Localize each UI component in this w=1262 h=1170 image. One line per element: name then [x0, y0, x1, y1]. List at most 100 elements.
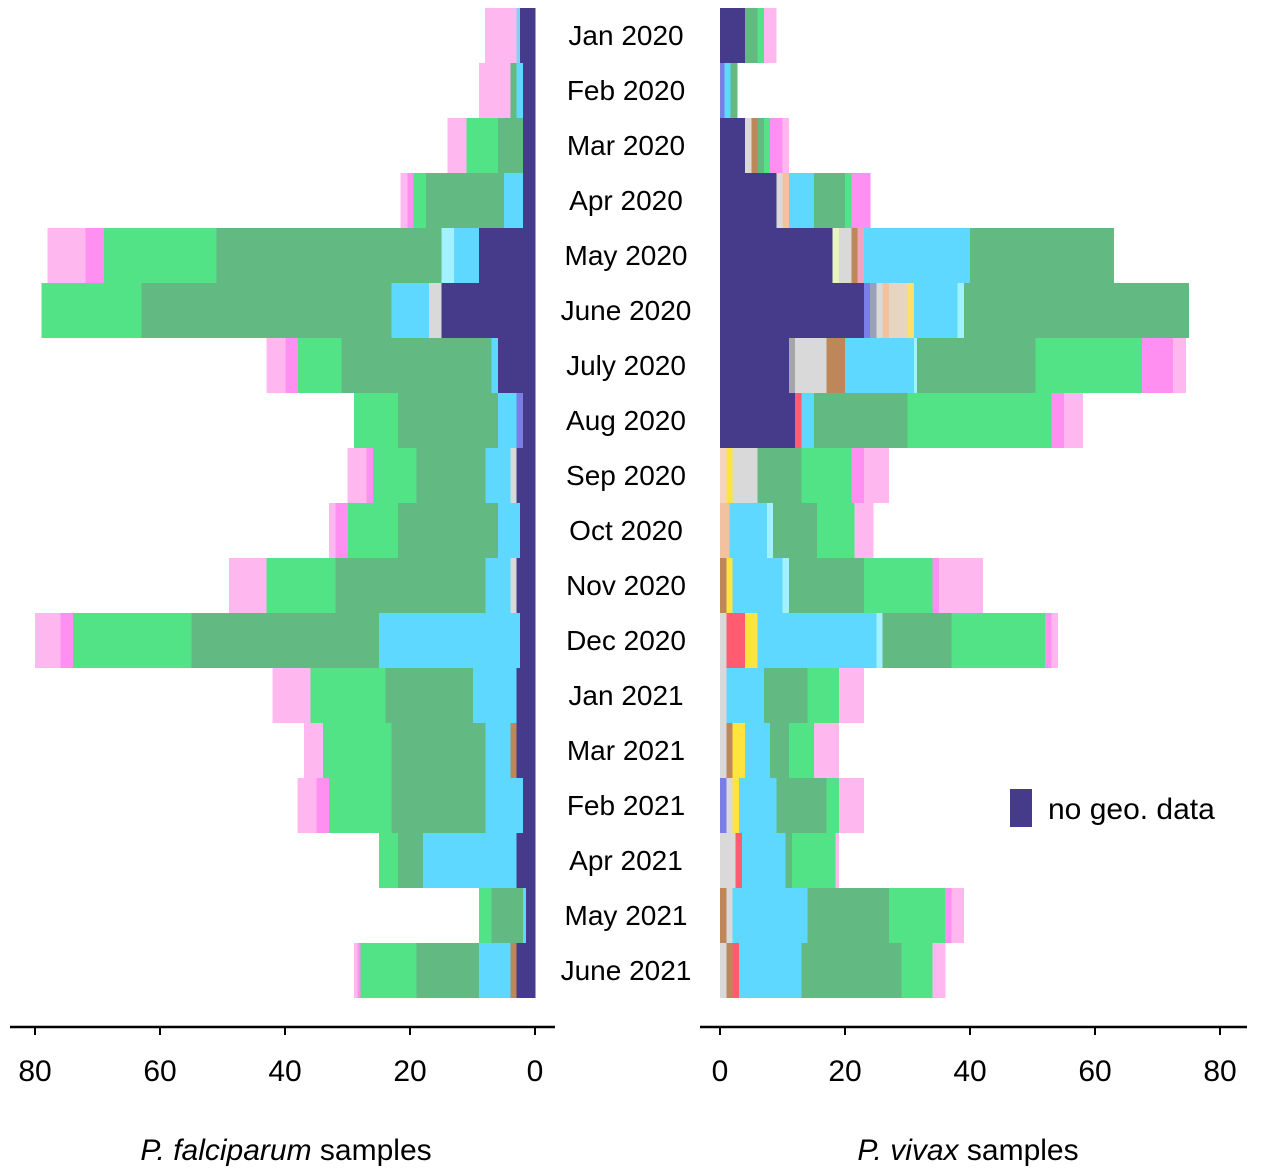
falciparum-bar-apr-2020-seg-0: [522, 173, 536, 228]
vivax-bar-feb-2020-seg-1: [724, 63, 732, 118]
falciparum-bar-feb-2020-seg-3: [478, 63, 511, 118]
vivax-bar-apr-2021-seg-3: [785, 833, 793, 888]
falciparum-bar-june-2021-seg-2: [478, 943, 511, 998]
vivax-bar-apr-2021-seg-4: [791, 833, 837, 888]
falciparum-bar-oct-2020-seg-0: [519, 503, 536, 558]
falciparum-bar-sep-2020-seg-3: [416, 448, 486, 503]
falciparum-bar-oct-2020-seg-2: [397, 503, 498, 558]
vivax-bar-june-2020-seg-6: [907, 283, 915, 338]
vivax-bar-may-2020-seg-3: [851, 228, 858, 283]
vivax-bar-apr-2021-seg-5: [835, 833, 840, 888]
vivax-bar-sep-2020-seg-1: [726, 448, 733, 503]
vivax-bar-june-2021-seg-3: [738, 943, 802, 998]
falciparum-bar-jan-2021-seg-4: [272, 668, 311, 723]
vivax-bar-june-2021-seg-4: [801, 943, 902, 998]
vivax-bar-nov-2020-seg-2: [732, 558, 783, 613]
falciparum-bar-may-2020-seg-5: [85, 228, 105, 283]
falciparum-bar-nov-2020-seg-1: [510, 558, 517, 613]
vivax-bar-sep-2020-seg-0: [720, 448, 727, 503]
falciparum-bar-may-2021-seg-0: [525, 888, 536, 943]
falciparum-bar-nov-2020-seg-2: [485, 558, 511, 613]
vivax-bar-jan-2021-seg-3: [807, 668, 840, 723]
vivax-bar-mar-2021-seg-3: [745, 723, 771, 778]
falciparum-bar-apr-2021-seg-2: [397, 833, 423, 888]
legend-swatch: [1010, 789, 1032, 827]
falciparum-bar-aug-2020-seg-0: [522, 393, 536, 448]
vivax-bar-feb-2021-seg-4: [776, 778, 827, 833]
vivax-bar-nov-2020-seg-6: [932, 558, 940, 613]
falciparum-bar-july-2020-seg-5: [266, 338, 286, 393]
falciparum-bar-may-2020-seg-4: [103, 228, 217, 283]
vivax-bar-feb-2021-seg-6: [838, 778, 865, 833]
falciparum-bar-june-2021-seg-3: [416, 943, 480, 998]
vivax-axis-title: P. vivax samples: [857, 1134, 1078, 1167]
falciparum-bar-dec-2020-seg-1: [378, 613, 520, 668]
vivax-bar-may-2021-seg-6: [951, 888, 965, 943]
vivax-bar-may-2021-seg-4: [888, 888, 946, 943]
vivax-bar-june-2021-seg-0: [720, 943, 727, 998]
falciparum-bar-june-2020-seg-3: [141, 283, 392, 338]
vivax-bar-mar-2021-seg-5: [788, 723, 815, 778]
falciparum-bar-jan-2021-seg-0: [516, 668, 536, 723]
falciparum-bar-nov-2020-seg-3: [335, 558, 486, 613]
falciparum-bar-sep-2020-seg-4: [372, 448, 417, 503]
vivax-bar-jan-2020-seg-3: [763, 8, 777, 63]
falciparum-bar-feb-2021-seg-3: [328, 778, 392, 833]
falciparum-bar-june-2020-seg-2: [391, 283, 430, 338]
month-label-may-2021: May 2021: [565, 900, 688, 931]
falciparum-bar-apr-2020-seg-2: [425, 173, 505, 228]
vivax-bar-may-2020-seg-6: [970, 228, 1115, 283]
vivax-bar-june-2021-seg-1: [726, 943, 733, 998]
falciparum-tick-label-80: 80: [18, 1055, 51, 1088]
vivax-bar-sep-2020-seg-4: [801, 448, 852, 503]
vivax-tick-label-0: 0: [712, 1055, 729, 1088]
vivax-bar-dec-2020-seg-2: [745, 613, 758, 668]
vivax-bar-dec-2020-seg-8: [1051, 613, 1058, 668]
month-label-apr-2021: Apr 2021: [569, 845, 683, 876]
vivax-bar-june-2020-seg-0: [720, 283, 865, 338]
falciparum-bar-jan-2021-seg-3: [310, 668, 386, 723]
vivax-bar-apr-2020-seg-2: [782, 173, 790, 228]
falciparum-bar-june-2021-seg-4: [360, 943, 417, 998]
month-label-sep-2020: Sep 2020: [566, 460, 686, 491]
vivax-bar-mar-2020-seg-0: [720, 118, 746, 173]
vivax-bar-june-2020-seg-8: [957, 283, 965, 338]
vivax-bar-apr-2020-seg-6: [851, 173, 871, 228]
vivax-tick-label-20: 20: [828, 1055, 861, 1088]
falciparum-bar-dec-2020-seg-4: [60, 613, 73, 668]
vivax-bar-june-2020-seg-4: [882, 283, 890, 338]
month-label-june-2021: June 2021: [561, 955, 692, 986]
vivax-bar-mar-2021-seg-2: [732, 723, 746, 778]
vivax-bar-may-2020-seg-4: [857, 228, 865, 283]
vivax-bar-mar-2020-seg-5: [770, 118, 783, 173]
vivax-bar-apr-2020-seg-3: [788, 173, 815, 228]
vivax-bar-sep-2020-seg-6: [863, 448, 890, 503]
vivax-bar-mar-2020-seg-1: [745, 118, 752, 173]
vivax-bar-sep-2020-seg-3: [757, 448, 802, 503]
vivax-bar-july-2020-seg-0: [720, 338, 790, 393]
vivax-title-rest: samples: [959, 1134, 1079, 1167]
vivax-bar-dec-2020-seg-4: [876, 613, 883, 668]
vivax-bar-may-2020-seg-0: [720, 228, 833, 283]
month-label-feb-2020: Feb 2020: [567, 75, 685, 106]
falciparum-bar-feb-2021-seg-4: [316, 778, 330, 833]
vivax-bar-sep-2020-seg-5: [851, 448, 865, 503]
vivax-bar-jan-2021-seg-1: [726, 668, 765, 723]
vivax-bar-oct-2020-seg-3: [773, 503, 818, 558]
falciparum-bar-may-2021-seg-2: [491, 888, 523, 943]
falciparum-bar-may-2020-seg-0: [478, 228, 536, 283]
falciparum-bar-sep-2020-seg-6: [347, 448, 367, 503]
vivax-bar-apr-2020-seg-5: [845, 173, 852, 228]
falciparum-bar-oct-2020-seg-4: [335, 503, 348, 558]
vivax-bar-apr-2021-seg-0: [720, 833, 737, 888]
falciparum-bar-apr-2020-seg-3: [413, 173, 427, 228]
vivax-bar-june-2020-seg-3: [876, 283, 883, 338]
vivax-bar-feb-2021-seg-1: [726, 778, 733, 833]
vivax-bar-mar-2021-seg-0: [720, 723, 727, 778]
falciparum-bar-dec-2020-seg-3: [72, 613, 192, 668]
vivax-bar-june-2020-seg-1: [863, 283, 871, 338]
vivax-bar-may-2020-seg-5: [863, 228, 971, 283]
vivax-bar-nov-2020-seg-7: [938, 558, 983, 613]
vivax-bar-july-2020-seg-7: [1035, 338, 1143, 393]
